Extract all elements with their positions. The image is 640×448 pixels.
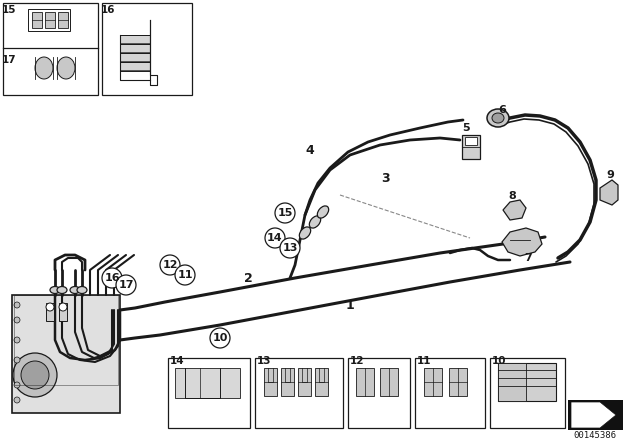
Text: 2: 2 bbox=[244, 271, 252, 284]
Bar bbox=[3, 3, 98, 95]
Text: 16: 16 bbox=[104, 273, 120, 283]
Circle shape bbox=[14, 397, 20, 403]
Bar bbox=[14, 295, 118, 385]
Bar bbox=[120, 35, 150, 43]
Circle shape bbox=[275, 203, 295, 223]
Bar bbox=[415, 358, 485, 428]
Text: 10: 10 bbox=[212, 333, 228, 343]
Polygon shape bbox=[571, 402, 616, 428]
Circle shape bbox=[280, 238, 300, 258]
Bar bbox=[120, 62, 150, 70]
Circle shape bbox=[21, 361, 49, 389]
Bar bbox=[120, 44, 150, 52]
Circle shape bbox=[14, 302, 20, 308]
Text: 5: 5 bbox=[462, 123, 470, 133]
Text: 12: 12 bbox=[163, 260, 178, 270]
Text: 15: 15 bbox=[277, 208, 292, 218]
Circle shape bbox=[14, 337, 20, 343]
Circle shape bbox=[14, 317, 20, 323]
Ellipse shape bbox=[70, 287, 80, 293]
Ellipse shape bbox=[317, 206, 329, 218]
Bar bbox=[498, 363, 556, 401]
Ellipse shape bbox=[300, 227, 310, 239]
Text: 11: 11 bbox=[177, 270, 193, 280]
Circle shape bbox=[160, 255, 180, 275]
Bar bbox=[281, 368, 294, 396]
Ellipse shape bbox=[487, 109, 509, 127]
Text: 4: 4 bbox=[306, 143, 314, 156]
Bar bbox=[465, 137, 477, 145]
Text: 3: 3 bbox=[381, 172, 389, 185]
Circle shape bbox=[265, 228, 285, 248]
Circle shape bbox=[13, 353, 57, 397]
Bar bbox=[462, 135, 480, 159]
Text: 7: 7 bbox=[524, 253, 532, 263]
Ellipse shape bbox=[57, 57, 75, 79]
Circle shape bbox=[210, 328, 230, 348]
Ellipse shape bbox=[50, 287, 60, 293]
Ellipse shape bbox=[77, 287, 87, 293]
Bar bbox=[45, 12, 55, 28]
Ellipse shape bbox=[57, 287, 67, 293]
Bar bbox=[59, 303, 67, 321]
Circle shape bbox=[14, 357, 20, 363]
Bar bbox=[315, 368, 328, 396]
Text: 6: 6 bbox=[498, 105, 506, 115]
Ellipse shape bbox=[309, 216, 321, 228]
Bar bbox=[298, 368, 311, 396]
Bar bbox=[255, 358, 343, 428]
Bar bbox=[449, 368, 467, 396]
Circle shape bbox=[46, 303, 54, 311]
Bar bbox=[120, 53, 150, 61]
Bar bbox=[568, 400, 623, 430]
Circle shape bbox=[175, 265, 195, 285]
Bar bbox=[264, 368, 277, 396]
Text: 1: 1 bbox=[346, 298, 355, 311]
Text: 17: 17 bbox=[118, 280, 134, 290]
Bar bbox=[12, 295, 120, 413]
Bar bbox=[380, 368, 398, 396]
Bar bbox=[490, 358, 565, 428]
Text: 9: 9 bbox=[606, 170, 614, 180]
Text: 8: 8 bbox=[508, 191, 516, 201]
Circle shape bbox=[116, 275, 136, 295]
Polygon shape bbox=[502, 228, 542, 256]
Text: 16: 16 bbox=[100, 5, 115, 15]
Bar bbox=[46, 303, 54, 321]
Bar bbox=[28, 9, 70, 31]
Bar bbox=[58, 12, 68, 28]
Text: 10: 10 bbox=[492, 356, 506, 366]
Bar bbox=[168, 358, 250, 428]
Text: 14: 14 bbox=[267, 233, 283, 243]
Circle shape bbox=[102, 268, 122, 288]
Polygon shape bbox=[600, 180, 618, 205]
Circle shape bbox=[14, 382, 20, 388]
Ellipse shape bbox=[35, 57, 53, 79]
Bar bbox=[424, 368, 442, 396]
Bar bbox=[32, 12, 42, 28]
Text: 00145386: 00145386 bbox=[573, 431, 616, 439]
Text: 12: 12 bbox=[349, 356, 364, 366]
Text: 13: 13 bbox=[282, 243, 298, 253]
Text: 13: 13 bbox=[257, 356, 271, 366]
Ellipse shape bbox=[492, 113, 504, 123]
Polygon shape bbox=[503, 200, 526, 220]
Text: 15: 15 bbox=[2, 5, 16, 15]
Bar bbox=[348, 358, 410, 428]
Bar bbox=[102, 3, 192, 95]
Bar bbox=[175, 368, 240, 398]
Circle shape bbox=[59, 303, 67, 311]
Text: 14: 14 bbox=[170, 356, 184, 366]
Bar bbox=[356, 368, 374, 396]
Text: 11: 11 bbox=[417, 356, 431, 366]
Text: 17: 17 bbox=[2, 55, 16, 65]
Bar bbox=[498, 363, 526, 401]
